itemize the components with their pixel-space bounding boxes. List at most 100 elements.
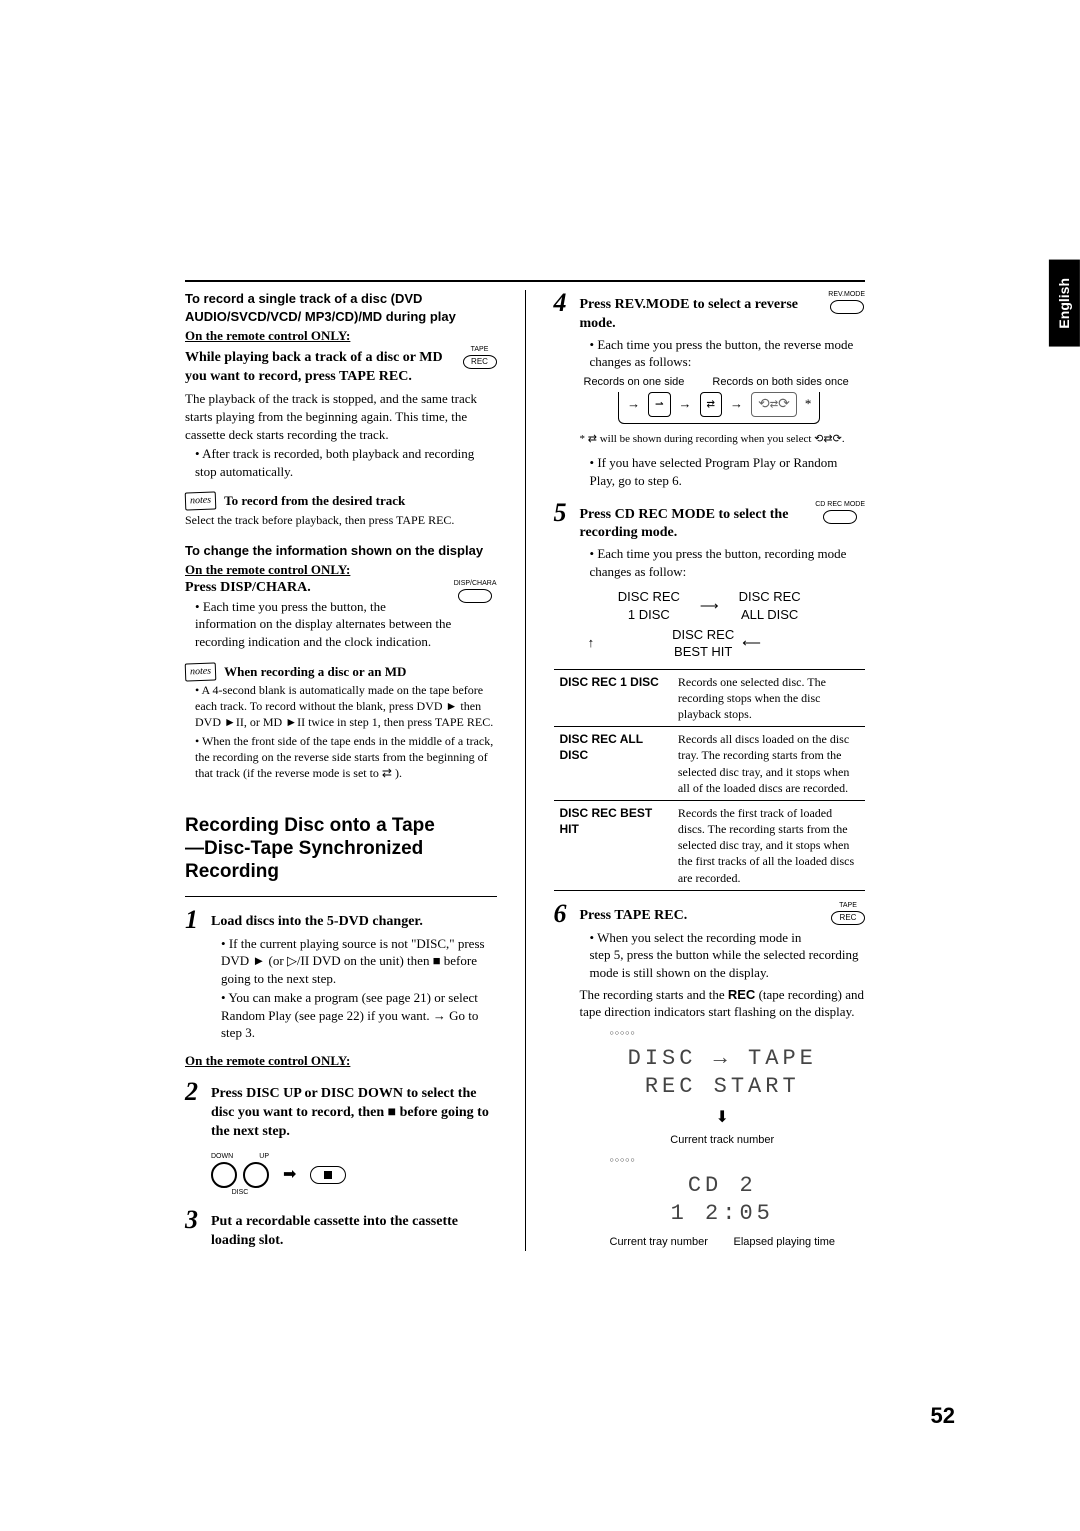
arrow-right-icon: ➡ <box>283 1164 296 1186</box>
mode-desc-besthit: Records the first track of loaded discs.… <box>672 800 865 890</box>
step-2: 2 Press DISC UP or DISC DOWN to select t… <box>185 1079 497 1197</box>
step-num-2: 2 <box>185 1079 207 1105</box>
label-up: UP <box>259 1152 269 1161</box>
reverse-mode-labels: Records on one side Records on both side… <box>584 375 866 390</box>
label-remote-only-1: On the remote control ONLY: <box>185 327 497 345</box>
step-3-head: Put a recordable cassette into the casse… <box>211 1207 497 1251</box>
step-num-5: 5 <box>554 500 576 526</box>
bullet-list-2: Each time you press the button, the info… <box>185 598 497 651</box>
section-title-a: Recording Disc onto a Tape <box>185 815 435 836</box>
step-4: REV.MODE 4 Press REV.MODE to select a re… <box>554 290 866 490</box>
icon-label: DISP/CHARA <box>454 579 497 588</box>
cd-rec-mode-icon: CD REC MODE <box>815 500 865 524</box>
disc-buttons-diagram: DOWN UP DISC ➡ <box>211 1152 497 1197</box>
step-1-head: Load discs into the 5-DVD changer. <box>211 907 497 932</box>
page-number: 52 <box>931 1401 955 1431</box>
label-elapsed-time: Elapsed playing time <box>733 1235 835 1250</box>
step-6-bullets: When you select the recording mode in st… <box>580 929 866 982</box>
step-num-6: 6 <box>554 901 576 927</box>
step-1-b2: You can make a program (see page 21) or … <box>221 989 497 1042</box>
display-panel-2: ○○○○○ CD 2 1 2:05 Current tray number El… <box>580 1156 866 1250</box>
note-2-b1: A 4-second blank is automatically made o… <box>195 682 497 731</box>
display-panel-1: ○○○○○ DISC → TAPE REC START ⬇ Current tr… <box>580 1029 866 1148</box>
cycle-besthit: DISC REC BEST HIT <box>672 626 734 661</box>
cycle-alldisc: DISC REC ALL DISC <box>739 588 801 623</box>
label-disc: DISC <box>211 1188 269 1197</box>
arrow-up-icon: ↑ <box>588 634 595 652</box>
heading-change-info: To change the information shown on the d… <box>185 542 497 560</box>
display-line-1a: DISC → TAPE <box>580 1044 866 1074</box>
table-row: DISC REC ALL DISC Records all discs load… <box>554 727 866 801</box>
note-1: notes To record from the desired track <box>185 492 497 510</box>
disc-up-button-icon <box>243 1162 269 1188</box>
page-content: To record a single track of a disc (DVD … <box>185 290 865 1251</box>
note-1-body: Select the track before playback, then p… <box>185 512 497 528</box>
bullet-auto-stop: After track is recorded, both playback a… <box>195 445 497 480</box>
instruction-disp-chara: Press DISP/CHARA. <box>185 579 497 598</box>
label-current-tray: Current tray number <box>610 1235 708 1250</box>
bullet-disp-alternates: Each time you press the button, the info… <box>195 598 497 651</box>
label-remote-only-2: On the remote control ONLY: <box>185 561 497 579</box>
disp-chara-icon: DISP/CHARA <box>454 579 497 603</box>
tape-rec-icon-2: TAPE REC <box>831 901 865 925</box>
note-1-title: To record from the desired track <box>224 492 405 510</box>
mode-name-1disc: DISC REC 1 DISC <box>554 669 672 727</box>
notes-icon: notes <box>185 662 217 681</box>
table-row: DISC REC BEST HIT Records the first trac… <box>554 800 866 890</box>
label-current-track: Current track number <box>580 1133 866 1148</box>
section-title-b: —Disc-Tape Synchronized Recording <box>185 838 423 882</box>
paragraph-playback-stop: The playback of the track is stopped, an… <box>185 390 497 443</box>
step-5-head: Press CD REC MODE to select the recordin… <box>580 500 808 544</box>
display-line-1b: REC START <box>580 1072 866 1102</box>
arrow-right-icon: ⟶ <box>700 597 719 615</box>
cycle-1disc: DISC REC 1 DISC <box>618 588 680 623</box>
icon-label: CD REC MODE <box>815 500 865 509</box>
cd-indicator-icon: ○○○○○ <box>610 1156 866 1165</box>
mode-desc-1disc: Records one selected disc. The recording… <box>672 669 865 727</box>
step-4-bullets: Each time you press the button, the reve… <box>580 336 866 371</box>
arrow-down-icon: ⬇ <box>580 1107 866 1129</box>
step-1-bullets: If the current playing source is not "DI… <box>211 935 497 1042</box>
step-num-3: 3 <box>185 1207 207 1233</box>
mode-bothsides-icon: ⇄ <box>700 392 722 417</box>
heading-record-single-track: To record a single track of a disc (DVD … <box>185 290 497 325</box>
column-separator <box>525 290 526 1251</box>
tape-rec-icon: TAPE REC <box>463 345 497 369</box>
step-5-b1: Each time you press the button, recordin… <box>590 545 866 580</box>
rev-mode-one-side: Records on one side <box>584 375 685 390</box>
arrow-icon: → <box>627 395 640 413</box>
rec-button-icon: REC <box>463 355 497 369</box>
language-tab: English <box>1049 260 1080 347</box>
icon-label: TAPE <box>831 901 865 910</box>
step-6: TAPE REC 6 Press TAPE REC. When you sele… <box>554 901 866 1250</box>
step-6-b1: When you select the recording mode in st… <box>590 929 866 982</box>
section-rule <box>185 896 497 897</box>
mode-name-besthit: DISC REC BEST HIT <box>554 800 672 890</box>
reverse-mode-diagram: → ⇀ → ⇄ → ⟲⇄⟳ * <box>574 392 866 424</box>
mode-loop-icon: ⟲⇄⟳ <box>751 392 797 417</box>
top-rule <box>185 280 865 282</box>
cd-indicator-icon: ○○○○○ <box>610 1029 866 1038</box>
rev-mode-both-sides: Records on both sides once <box>712 375 848 390</box>
button-oval-icon <box>823 510 857 524</box>
right-column: REV.MODE 4 Press REV.MODE to select a re… <box>554 290 866 1251</box>
table-row: DISC REC 1 DISC Records one selected dis… <box>554 669 866 727</box>
disc-down-button-icon <box>211 1162 237 1188</box>
step-5-bullets: Each time you press the button, recordin… <box>580 545 866 580</box>
step-6-head: Press TAPE REC. <box>580 901 824 926</box>
display-sublabels: Current tray number Elapsed playing time <box>610 1235 836 1250</box>
note-2-title: When recording a disc or an MD <box>224 663 406 681</box>
step-6-paragraph: The recording starts and the REC (tape r… <box>580 986 866 1021</box>
rec-mode-cycle-diagram: DISC REC 1 DISC ⟶ DISC REC ALL DISC ↑ DI… <box>574 588 846 660</box>
mode-oneside-icon: ⇀ <box>648 392 670 417</box>
arrow-left-icon: ⟵ <box>742 634 761 652</box>
stop-button-icon <box>310 1166 346 1184</box>
step-num-1: 1 <box>185 907 207 933</box>
step-4-bullets-2: If you have selected Program Play or Ran… <box>580 454 866 489</box>
display-line-2a: CD 2 <box>580 1171 866 1201</box>
rec-button-icon: REC <box>831 911 865 925</box>
rec-bold: REC <box>728 987 755 1002</box>
step-4-footnote: * ⇄ will be shown during recording when … <box>580 432 866 447</box>
step-4-b2: If you have selected Program Play or Ran… <box>590 454 866 489</box>
button-oval-icon <box>830 300 864 314</box>
